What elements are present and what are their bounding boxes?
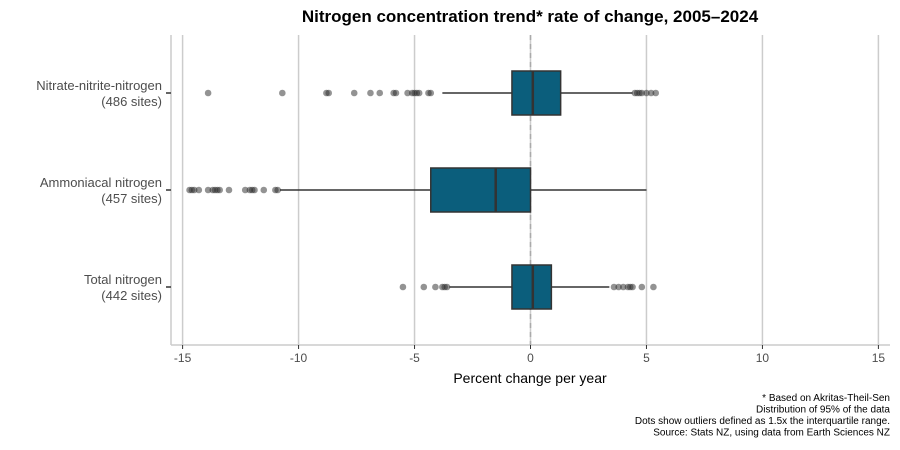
footnote-line: * Based on Akritas-Theil-Sen [762,393,890,404]
x-tick-label: -10 [290,351,308,365]
outlier-point [629,283,636,291]
outlier-point [443,283,451,291]
outlier-point [647,89,655,97]
outlier-point [376,89,384,97]
outlier-point [638,89,646,97]
x-tick-label: 0 [527,351,534,365]
footnote-line: Distribution of 95% of the data [756,405,890,416]
footnotes: * Based on Akritas-Theil-SenDistribution… [635,393,891,439]
footnote-line: Source: Stats NZ, using data from Earth … [653,428,890,439]
outlier-point [404,89,411,97]
category-sites-label: (457 sites) [101,191,162,206]
outlier-point [432,283,439,291]
outlier-point [195,186,203,194]
x-tick-label: -5 [409,351,420,365]
outlier-point [190,186,198,194]
outlier-point [643,89,650,97]
x-tick-label: -15 [174,351,192,365]
outlier-point [650,283,657,291]
x-axis-title: Percent change per year [453,370,607,386]
footnote-line: Dots show outliers defined as 1.5x the i… [635,416,890,427]
outlier-point [652,89,660,97]
outlier-point [615,283,622,291]
outlier-point [619,283,627,291]
box-iqr [511,70,562,116]
category-labels: Nitrate-nitrite-nitrogen(486 sites) Ammon… [36,78,171,303]
category-label: Ammoniacal nitrogen [40,175,162,190]
x-axis-ticks: -15 -10 -5 0 5 10 15 [174,345,885,365]
x-tick-label: 5 [643,351,650,365]
category-label: Nitrate-nitrite-nitrogen [36,78,162,93]
outlier-point [367,89,374,97]
outlier-point [216,186,224,194]
outlier-point [610,283,618,291]
box-series [186,70,660,310]
outlier-point [241,186,249,194]
box-iqr [430,167,532,213]
outlier-point [415,89,423,97]
outlier-point [225,186,233,194]
outlier-point [427,89,435,97]
outlier-point [392,89,400,97]
outlier-point [350,89,358,97]
outlier-point [251,186,258,194]
category-label: Total nitrogen [84,272,162,287]
outlier-point [325,89,333,97]
outlier-point [260,186,268,194]
outlier-point [638,283,646,291]
outlier-point [274,186,281,194]
outlier-point [204,89,212,97]
x-tick-label: 15 [872,351,886,365]
outlier-point [399,283,407,291]
box-group [204,70,660,116]
box-group [399,264,657,310]
outlier-point [204,186,212,194]
outlier-point [279,89,286,97]
x-tick-label: 10 [756,351,770,365]
category-sites-label: (486 sites) [101,94,162,109]
chart-title: Nitrogen concentration trend* rate of ch… [302,7,759,26]
outlier-point [420,283,428,291]
category-sites-label: (442 sites) [101,288,162,303]
box-group [186,167,647,213]
